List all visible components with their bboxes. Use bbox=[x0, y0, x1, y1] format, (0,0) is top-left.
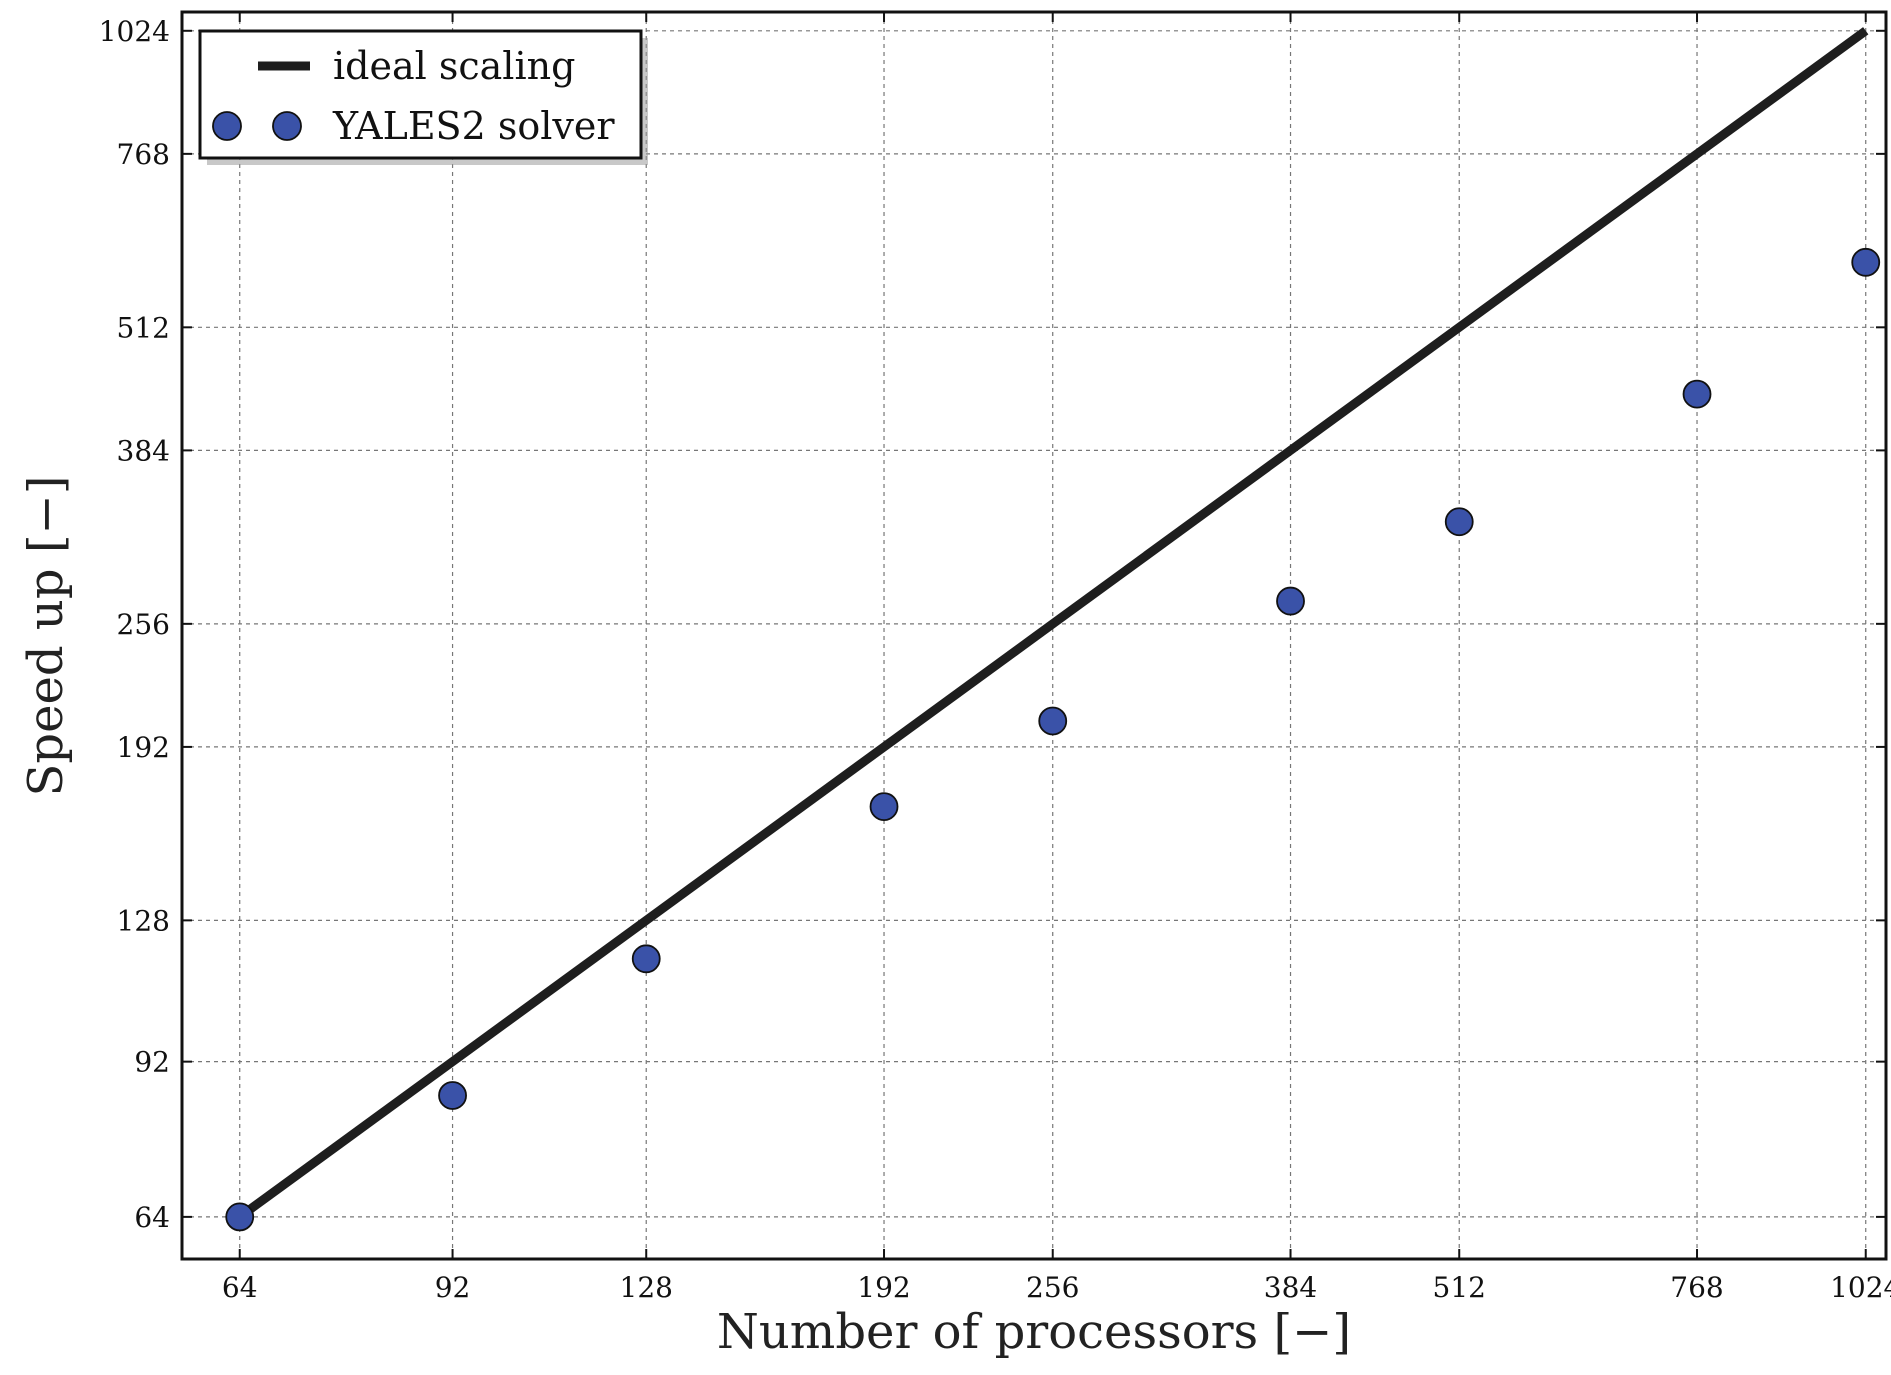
y-tick-label: 128 bbox=[117, 904, 170, 937]
x-tick-label: 768 bbox=[1670, 1271, 1723, 1304]
x-axis-title: Number of processors [−] bbox=[717, 1304, 1351, 1360]
yales2-data-point bbox=[1444, 507, 1474, 537]
yales2-data-point bbox=[1038, 706, 1068, 736]
x-tick-label: 92 bbox=[435, 1271, 471, 1304]
yales2-data-point bbox=[1851, 247, 1881, 277]
x-tick-label: 1024 bbox=[1830, 1271, 1891, 1304]
legend-box bbox=[198, 29, 643, 160]
legend-solver-label: YALES2 solver bbox=[332, 104, 615, 148]
yales2-data-point bbox=[869, 792, 899, 821]
yales2-data-point bbox=[1276, 586, 1305, 616]
x-tick-label: 384 bbox=[1264, 1271, 1317, 1304]
x-tick-label: 192 bbox=[857, 1271, 910, 1304]
legend-solver-marker bbox=[212, 111, 242, 141]
x-tick-label: 128 bbox=[620, 1271, 673, 1304]
y-tick-label: 1024 bbox=[99, 15, 170, 48]
plot-frame bbox=[180, 10, 1888, 1261]
ideal-scaling-line bbox=[237, 27, 1869, 1221]
y-tick-label: 384 bbox=[117, 434, 170, 467]
yales2-data-point bbox=[631, 944, 661, 974]
y-tick-label: 768 bbox=[117, 138, 170, 171]
legend: ideal scaling YALES2 solver bbox=[198, 29, 648, 165]
y-axis-title: Speed up [−] bbox=[18, 476, 74, 797]
y-tick-label: 64 bbox=[134, 1201, 170, 1234]
yales2-data-point bbox=[438, 1081, 467, 1110]
x-tick-label: 256 bbox=[1026, 1271, 1079, 1304]
yales2-data-point bbox=[225, 1202, 255, 1232]
y-tick-label: 512 bbox=[117, 311, 170, 344]
x-tick-label: 512 bbox=[1433, 1271, 1486, 1304]
legend-ideal-label: ideal scaling bbox=[333, 44, 575, 88]
y-tick-label: 192 bbox=[117, 731, 170, 764]
plot-area bbox=[225, 27, 1881, 1232]
yales2-data-point bbox=[1682, 379, 1712, 409]
axis-ticks: 64 92 128 192 256 384 512 768 1024 64 92 128 192 256 3… bbox=[99, 12, 1891, 1304]
legend-solver-marker bbox=[272, 111, 302, 141]
y-tick-label: 256 bbox=[117, 608, 170, 641]
y-tick-label: 92 bbox=[134, 1046, 170, 1079]
x-tick-label: 64 bbox=[222, 1271, 258, 1304]
grid bbox=[182, 12, 1886, 1259]
